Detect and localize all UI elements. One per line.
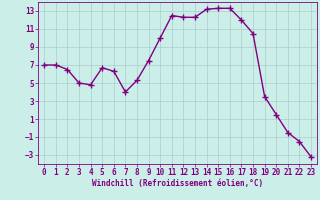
X-axis label: Windchill (Refroidissement éolien,°C): Windchill (Refroidissement éolien,°C) bbox=[92, 179, 263, 188]
